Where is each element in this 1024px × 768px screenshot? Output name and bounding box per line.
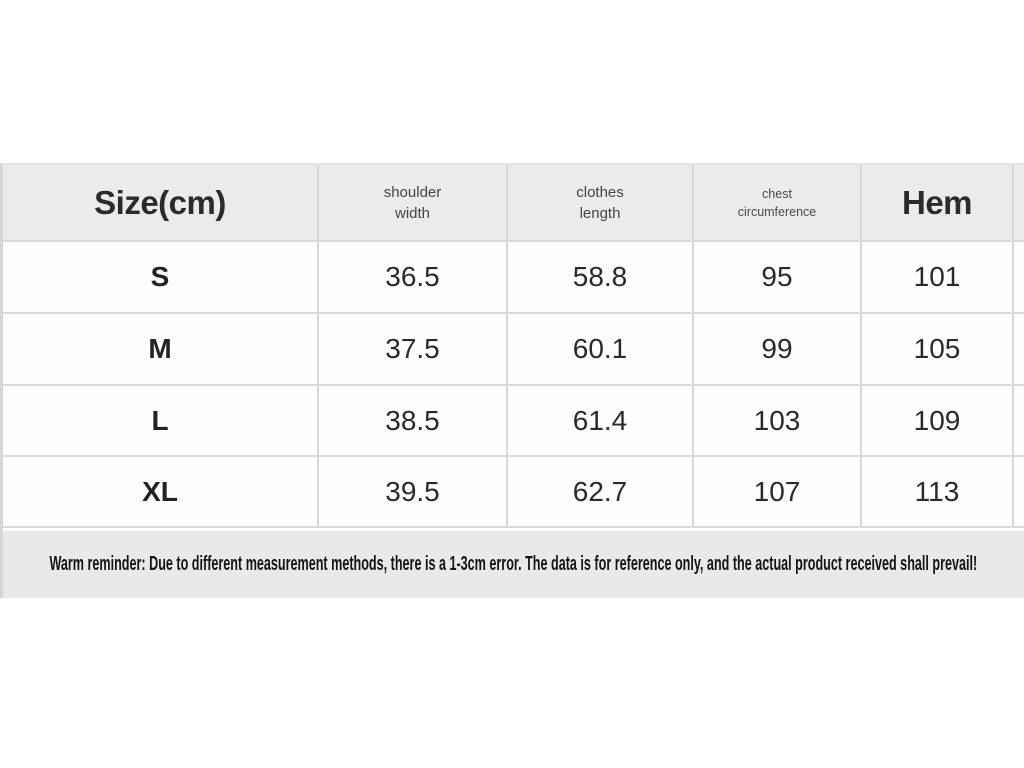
- size-column-label: Size(cm): [94, 183, 226, 221]
- shoulder-width-label-line1: shoulder: [383, 183, 442, 201]
- clothes-length-value: 61.4: [572, 404, 628, 436]
- value-cell: 101: [862, 242, 1014, 314]
- clothes-length-value: 62.7: [572, 475, 628, 507]
- value-cell: 95: [694, 242, 862, 314]
- chest-circumference-value: 107: [753, 475, 801, 507]
- value-cell: 58.8: [508, 242, 694, 314]
- value-cell: 36.5: [319, 242, 508, 314]
- shoulder-width-value: 39.5: [385, 475, 440, 507]
- value-cell: 60.1: [508, 314, 694, 386]
- value-cell: 103: [694, 386, 862, 457]
- chest-circumference-value: 99: [761, 333, 793, 364]
- value-cell: 109: [862, 386, 1014, 457]
- shoulder-width-label-line2: width: [394, 204, 431, 222]
- table-row-l: L 38.5 61.4 103 109: [3, 386, 1024, 457]
- cutoff-cell: [1014, 314, 1024, 386]
- hem-value: 109: [913, 404, 961, 436]
- header-cell-size: Size(cm): [3, 165, 319, 242]
- value-cell: 113: [862, 457, 1014, 528]
- size-cell: M: [3, 314, 319, 386]
- cutoff-cell: [1014, 242, 1024, 314]
- value-cell: 38.5: [319, 386, 508, 457]
- size-cell: L: [3, 386, 319, 457]
- clothes-length-label-line2: length: [579, 204, 621, 222]
- header-cell-cutoff: [1014, 165, 1024, 242]
- chest-circumference-value: 95: [761, 261, 793, 292]
- cutoff-cell: [1014, 457, 1024, 528]
- value-cell: 39.5: [319, 457, 508, 528]
- chest-circumference-label-line2: circumference: [737, 204, 817, 219]
- cutoff-cell: [1014, 386, 1024, 457]
- size-cell: XL: [3, 457, 319, 528]
- warm-reminder-band: Warm reminder: Due to different measurem…: [3, 531, 1024, 598]
- header-cell-shoulder-width: shoulder width: [319, 165, 508, 242]
- value-cell: 61.4: [508, 386, 694, 457]
- size-value: S: [150, 261, 170, 292]
- header-cell-chest-circumference: chest circumference: [694, 165, 862, 242]
- shoulder-width-value: 38.5: [385, 404, 440, 436]
- hem-value: 105: [913, 333, 961, 364]
- size-cell: S: [3, 242, 319, 314]
- value-cell: 62.7: [508, 457, 694, 528]
- value-cell: 99: [694, 314, 862, 386]
- header-cell-hem: Hem: [862, 165, 1014, 242]
- chest-circumference-label-line1: chest: [762, 186, 792, 201]
- size-chart-table: Size(cm) shoulder width clothes length c…: [0, 163, 1024, 598]
- hem-value: 101: [913, 261, 961, 292]
- warm-reminder-text: Warm reminder: Due to different measurem…: [49, 553, 978, 575]
- size-value: L: [151, 404, 169, 436]
- shoulder-width-value: 37.5: [385, 333, 440, 364]
- size-value: M: [148, 333, 172, 364]
- clothes-length-value: 60.1: [572, 333, 628, 364]
- value-cell: 37.5: [319, 314, 508, 386]
- shoulder-width-value: 36.5: [385, 261, 440, 292]
- clothes-length-label-line1: clothes: [576, 183, 624, 201]
- value-cell: 107: [694, 457, 862, 528]
- chest-circumference-value: 103: [753, 404, 801, 436]
- table-header-row: Size(cm) shoulder width clothes length c…: [3, 165, 1024, 242]
- clothes-length-value: 58.8: [572, 261, 628, 292]
- table-row-m: M 37.5 60.1 99 105: [3, 314, 1024, 386]
- value-cell: 105: [862, 314, 1014, 386]
- size-value: XL: [142, 475, 178, 507]
- header-cell-clothes-length: clothes length: [508, 165, 694, 242]
- table-row-s: S 36.5 58.8 95 101: [3, 242, 1024, 314]
- hem-column-label: Hem: [901, 183, 973, 221]
- table-row-xl: XL 39.5 62.7 107 113: [3, 457, 1024, 528]
- hem-value: 113: [914, 475, 960, 507]
